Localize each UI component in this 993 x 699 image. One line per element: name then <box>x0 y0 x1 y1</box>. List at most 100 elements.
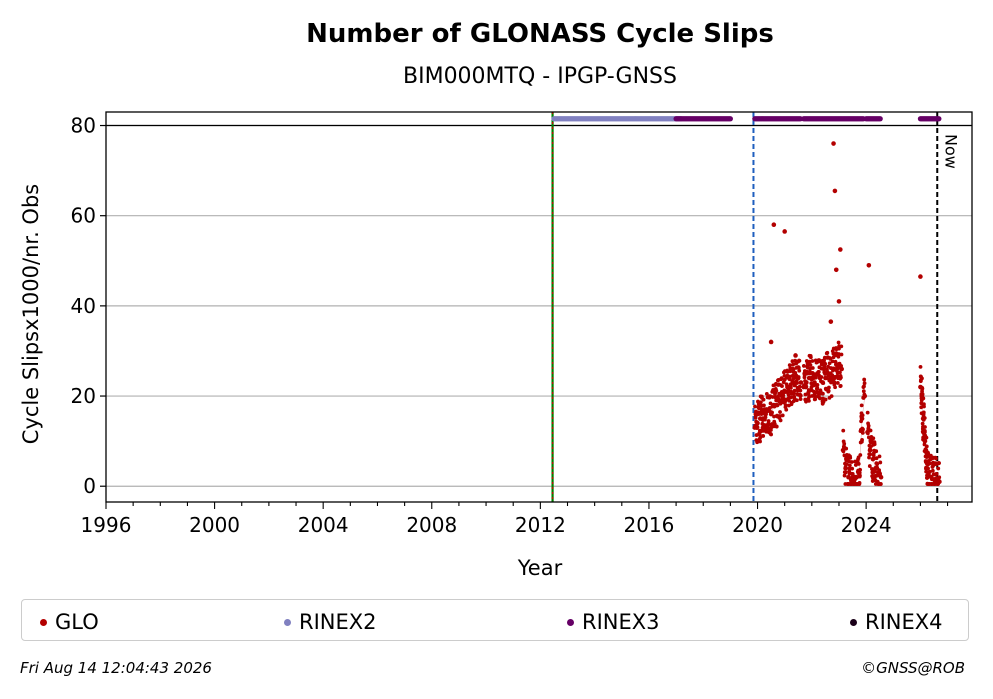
glo-point <box>757 432 762 437</box>
glo-point <box>804 399 808 404</box>
glo-point <box>792 388 797 393</box>
x-tick-label: 2008 <box>406 513 457 537</box>
glo-point <box>775 403 780 408</box>
rinex2-marker-icon <box>284 618 291 626</box>
glo-point <box>827 361 832 366</box>
glo-point <box>758 439 762 444</box>
glo-point <box>798 380 804 385</box>
glo-point <box>830 359 835 364</box>
rinex3-point <box>877 116 883 122</box>
glo-point <box>850 466 855 471</box>
glo-point <box>936 482 940 486</box>
glo-point <box>871 436 876 441</box>
glo-point <box>878 460 883 465</box>
glo-point <box>860 413 865 418</box>
glo-point <box>768 401 773 406</box>
glo-point <box>761 397 766 402</box>
glo-point <box>778 418 783 423</box>
legend-item-rinex3: RINEX3 <box>567 610 660 634</box>
glo-point <box>920 392 925 396</box>
glo-point <box>865 410 870 415</box>
glo-point <box>862 384 866 389</box>
glo-point <box>839 364 844 368</box>
glo-point <box>753 404 757 409</box>
glo-point <box>934 472 939 476</box>
glo-point <box>755 425 760 430</box>
glo-point <box>795 381 799 385</box>
glo-point <box>856 462 861 466</box>
glo-point <box>784 407 789 412</box>
glo-point <box>816 370 821 374</box>
glo-point <box>797 358 802 363</box>
glo-point <box>850 472 855 476</box>
y-tick-label: 20 <box>71 384 96 408</box>
x-tick-label: 2020 <box>732 513 783 537</box>
glo-point <box>807 395 812 399</box>
glo-point <box>868 447 872 451</box>
glo-point <box>926 466 930 471</box>
glo-point <box>921 410 926 415</box>
glo-point <box>860 431 865 435</box>
glo-point <box>755 421 760 426</box>
glo-point <box>870 479 875 483</box>
glo-point <box>787 363 792 367</box>
glo-point <box>805 371 810 376</box>
glo-outlier-point <box>768 339 774 345</box>
glo-point <box>815 385 820 390</box>
glo-outlier-point <box>832 188 838 194</box>
glo-point <box>788 382 793 387</box>
glo-point <box>804 384 809 389</box>
glo-point <box>860 437 864 442</box>
glo-point <box>872 442 877 447</box>
glo-point <box>841 428 846 433</box>
glo-point <box>781 393 786 398</box>
glo-outlier-point <box>838 247 843 252</box>
glo-point <box>758 435 763 440</box>
glo-outlier-point <box>828 319 834 324</box>
glo-point <box>780 384 784 389</box>
glo-point <box>921 396 926 401</box>
glo-point <box>861 396 866 400</box>
x-tick-label: 2024 <box>841 513 892 537</box>
glo-point <box>764 391 769 396</box>
y-tick-label: 0 <box>83 474 96 498</box>
glo-point <box>838 370 842 375</box>
glo-point <box>922 404 926 409</box>
footer-credit: ©GNSS@ROB <box>861 659 965 677</box>
glo-point <box>867 455 871 460</box>
glo-point <box>918 364 923 369</box>
glo-point <box>835 381 840 385</box>
glo-point <box>923 425 927 429</box>
glo-point <box>923 439 928 443</box>
legend-item-rinex4: RINEX4 <box>850 610 943 634</box>
glo-point <box>924 455 929 459</box>
glo-point <box>825 350 830 355</box>
glo-point <box>801 364 806 368</box>
legend-label-rinex2: RINEX2 <box>299 610 377 634</box>
glo-point <box>754 433 759 437</box>
glo-point <box>842 473 847 478</box>
glo-point <box>797 384 802 389</box>
glo-point <box>772 414 776 419</box>
y-tick-label: 60 <box>71 204 96 228</box>
glo-point <box>870 467 875 472</box>
glo-point <box>812 383 817 387</box>
glo-point <box>780 413 785 418</box>
x-tick-label: 2012 <box>515 513 566 537</box>
glo-point <box>788 369 793 374</box>
legend: GLO RINEX2 RINEX3 RINEX4 <box>21 599 969 641</box>
glo-point <box>778 410 782 414</box>
glo-point <box>769 432 774 437</box>
chart-subtitle: BIM000MTQ - IPGP-GNSS <box>403 64 677 89</box>
glo-point <box>766 421 771 426</box>
glo-point <box>756 412 761 417</box>
glo-point <box>796 375 801 379</box>
x-tick-label: 2016 <box>623 513 674 537</box>
legend-label-rinex3: RINEX3 <box>582 610 660 634</box>
chart: Number of GLONASS Cycle Slips BIM000MTQ … <box>19 19 973 580</box>
plot-frame <box>105 111 973 503</box>
glo-point <box>859 403 864 408</box>
glo-point <box>786 393 791 398</box>
glo-point <box>853 463 858 467</box>
glo-point <box>849 460 854 464</box>
